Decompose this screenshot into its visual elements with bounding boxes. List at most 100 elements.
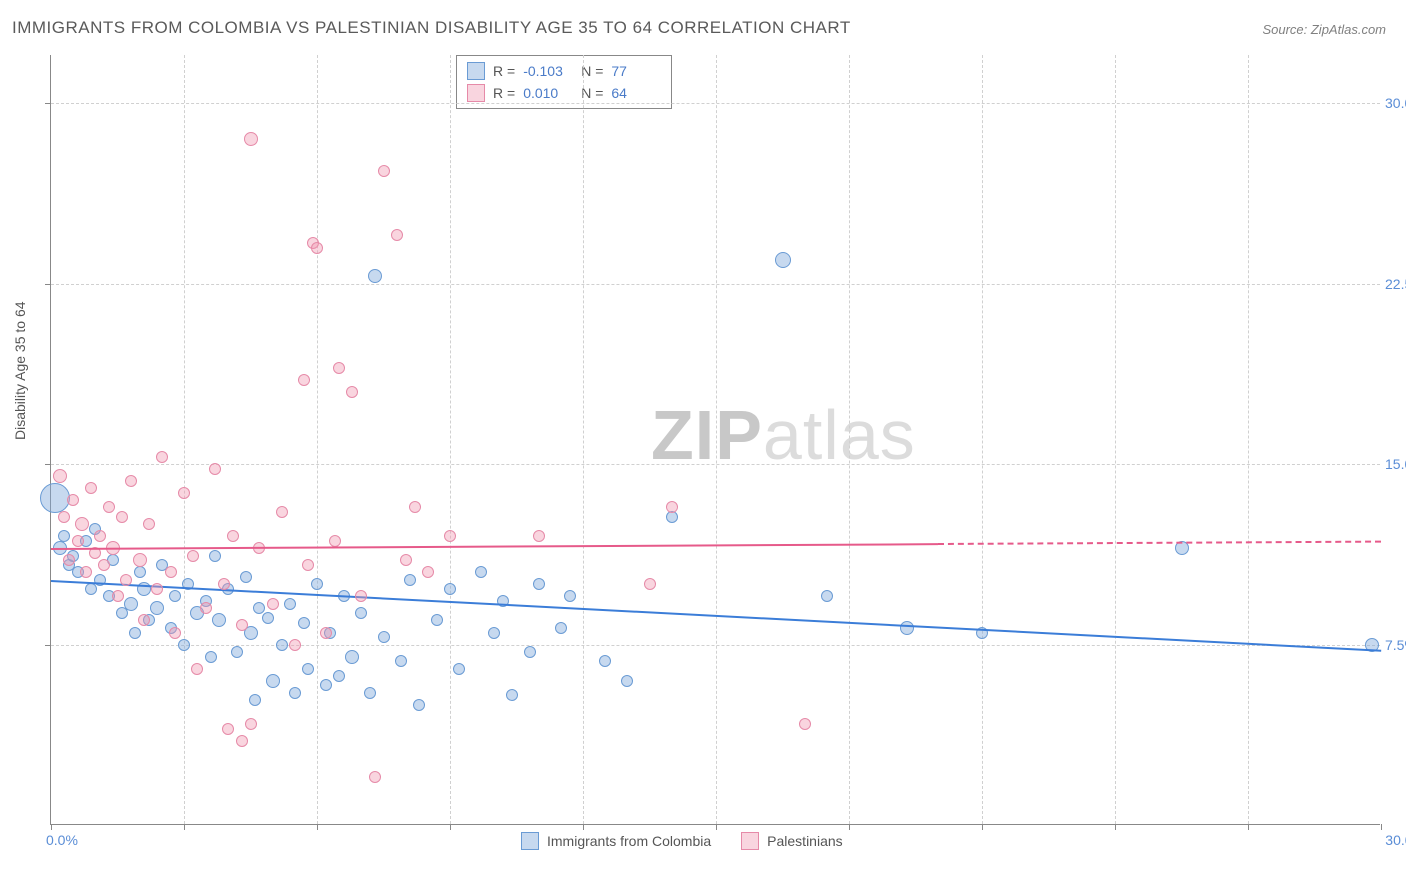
- scatter-point: [72, 535, 84, 547]
- scatter-point: [320, 627, 332, 639]
- scatter-point: [355, 607, 367, 619]
- gridline-vertical: [583, 55, 584, 824]
- y-axis-tick-label: 30.0%: [1385, 95, 1406, 111]
- scatter-point: [129, 627, 141, 639]
- y-axis-tick-label: 22.5%: [1385, 276, 1406, 292]
- scatter-point: [120, 574, 132, 586]
- scatter-point: [400, 554, 412, 566]
- x-tick-mark: [450, 824, 451, 830]
- x-tick-mark: [1115, 824, 1116, 830]
- stat-r-value-1: 0.010: [523, 82, 573, 104]
- scatter-point: [187, 550, 199, 562]
- scatter-point: [368, 269, 382, 283]
- scatter-point: [178, 487, 190, 499]
- scatter-point: [156, 451, 168, 463]
- legend-stats-row-0: R = -0.103 N = 77: [467, 60, 661, 82]
- scatter-point: [289, 639, 301, 651]
- scatter-point: [506, 689, 518, 701]
- scatter-point: [276, 639, 288, 651]
- stat-r-value-0: -0.103: [523, 60, 573, 82]
- scatter-point: [133, 553, 147, 567]
- scatter-point: [391, 229, 403, 241]
- gridline-vertical: [184, 55, 185, 824]
- x-tick-mark: [716, 824, 717, 830]
- scatter-point: [599, 655, 611, 667]
- gridline-vertical: [450, 55, 451, 824]
- stat-r-label: R =: [493, 82, 515, 104]
- scatter-point: [209, 550, 221, 562]
- scatter-point: [231, 646, 243, 658]
- scatter-point: [444, 583, 456, 595]
- gridline-vertical: [716, 55, 717, 824]
- legend-swatch-colombia: [521, 832, 539, 850]
- scatter-point: [555, 622, 567, 634]
- y-tick-mark: [45, 103, 51, 104]
- scatter-point: [236, 619, 248, 631]
- scatter-point: [298, 374, 310, 386]
- chart-title: IMMIGRANTS FROM COLOMBIA VS PALESTINIAN …: [12, 18, 851, 38]
- scatter-point: [94, 530, 106, 542]
- scatter-point: [267, 598, 279, 610]
- scatter-point: [245, 718, 257, 730]
- legend-stats-row-1: R = 0.010 N = 64: [467, 82, 661, 104]
- scatter-point: [900, 621, 914, 635]
- scatter-point: [378, 631, 390, 643]
- scatter-point: [124, 597, 138, 611]
- scatter-point: [165, 566, 177, 578]
- scatter-point: [475, 566, 487, 578]
- scatter-point: [276, 506, 288, 518]
- scatter-point: [200, 602, 212, 614]
- x-tick-mark: [1248, 824, 1249, 830]
- scatter-point: [150, 601, 164, 615]
- scatter-point: [169, 627, 181, 639]
- x-tick-mark: [982, 824, 983, 830]
- scatter-point: [67, 494, 79, 506]
- scatter-point: [222, 723, 234, 735]
- scatter-point: [621, 675, 633, 687]
- scatter-point: [320, 679, 332, 691]
- x-axis-tick-min: 0.0%: [46, 832, 78, 848]
- stat-n-value-1: 64: [611, 82, 661, 104]
- scatter-point: [112, 590, 124, 602]
- scatter-point: [404, 574, 416, 586]
- scatter-point: [821, 590, 833, 602]
- scatter-point: [333, 670, 345, 682]
- scatter-point: [169, 590, 181, 602]
- y-axis-label: Disability Age 35 to 64: [12, 301, 28, 440]
- plot-area: ZIPatlas R = -0.103 N = 77 R = 0.010 N =…: [50, 55, 1380, 825]
- scatter-point: [775, 252, 791, 268]
- y-tick-mark: [45, 284, 51, 285]
- scatter-point: [205, 651, 217, 663]
- scatter-point: [533, 530, 545, 542]
- scatter-point: [240, 571, 252, 583]
- watermark-bold: ZIP: [651, 396, 763, 474]
- watermark-light: atlas: [763, 396, 916, 474]
- scatter-point: [355, 590, 367, 602]
- scatter-point: [138, 614, 150, 626]
- legend-item-palestinians: Palestinians: [741, 832, 843, 850]
- stat-n-label: N =: [581, 82, 603, 104]
- stat-n-label: N =: [581, 60, 603, 82]
- scatter-point: [75, 517, 89, 531]
- scatter-point: [422, 566, 434, 578]
- scatter-point: [364, 687, 376, 699]
- scatter-point: [63, 554, 75, 566]
- scatter-point: [85, 482, 97, 494]
- scatter-point: [666, 501, 678, 513]
- scatter-point: [244, 132, 258, 146]
- scatter-point: [298, 617, 310, 629]
- legend-label-palestinians: Palestinians: [767, 833, 843, 849]
- scatter-point: [98, 559, 110, 571]
- scatter-point: [395, 655, 407, 667]
- scatter-point: [80, 566, 92, 578]
- y-tick-mark: [45, 645, 51, 646]
- scatter-point: [302, 559, 314, 571]
- scatter-point: [262, 612, 274, 624]
- scatter-point: [236, 735, 248, 747]
- y-axis-tick-label: 15.0%: [1385, 456, 1406, 472]
- legend-swatch-blue: [467, 62, 485, 80]
- scatter-point: [311, 578, 323, 590]
- gridline-vertical: [1248, 55, 1249, 824]
- scatter-point: [284, 598, 296, 610]
- legend-swatch-pink: [467, 84, 485, 102]
